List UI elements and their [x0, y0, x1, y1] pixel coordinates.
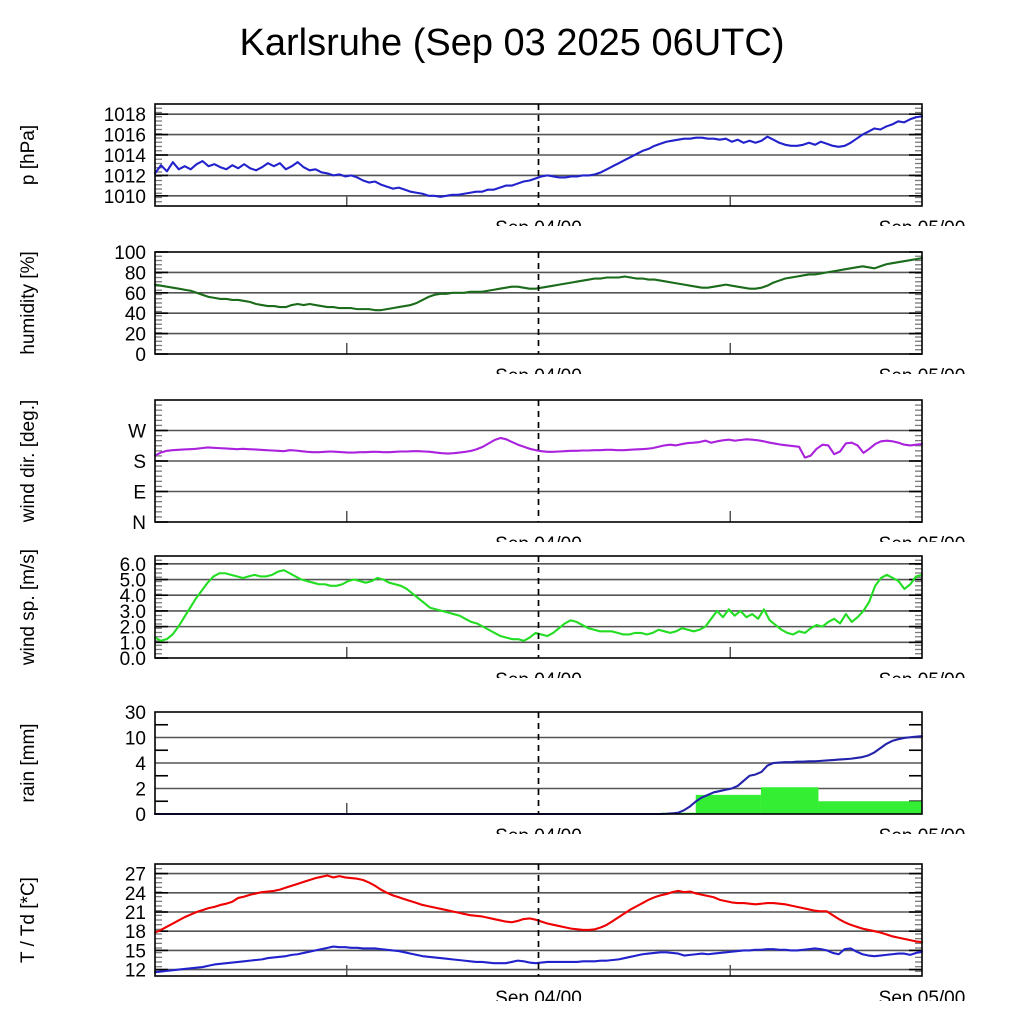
ytick-label: 4.0 [120, 586, 146, 607]
panel-wind-speed: 0.01.02.03.04.05.06.0 wind sp. [m/s] Sep 0… [18, 549, 966, 678]
ytick-label: 0.0 [120, 649, 146, 670]
ytick-label: W [128, 422, 146, 443]
ytick-label: 3.0 [120, 602, 146, 623]
axis-title: rain [mm] [18, 723, 39, 802]
axis-title: p [hPa] [18, 125, 39, 185]
xtick-label: Sep 05/00 [879, 670, 966, 678]
ytick-label: 10 [125, 729, 146, 750]
ytick-label: 80 [125, 263, 146, 284]
series-line-pressure [153, 115, 924, 198]
ytick-label: 2.0 [120, 618, 146, 639]
xtick-label: Sep 04/00 [495, 534, 582, 542]
ytick-label: 100 [114, 244, 146, 264]
ytick-label: 21 [125, 903, 146, 924]
ytick-label: 24 [125, 884, 147, 905]
xtick-label: Sep 05/00 [879, 826, 966, 834]
ytick-label: 15 [125, 941, 146, 962]
ytick-label: 0 [135, 345, 146, 366]
ytick-label: 1.0 [120, 633, 146, 654]
ytick-label: 0 [135, 805, 146, 826]
ytick-label: 5.0 [120, 571, 146, 592]
xtick-label: Sep 05/00 [879, 366, 966, 374]
rain-bar [760, 787, 819, 814]
axis-title: humidity [%] [18, 251, 39, 354]
ytick-label: S [133, 452, 146, 473]
ytick-label: 30 [125, 704, 146, 724]
rain-bar [695, 794, 761, 814]
rain-bar [818, 801, 922, 814]
ytick-label: 12 [125, 961, 146, 982]
ytick-label: N [132, 513, 146, 534]
ytick-label: 1016 [104, 126, 146, 147]
ytick-label: 4 [135, 754, 146, 775]
ytick-label: E [133, 483, 146, 504]
ytick-label: 20 [125, 325, 146, 346]
xtick-label: Sep 04/00 [495, 218, 582, 226]
ytick-label: 27 [125, 865, 146, 886]
xtick-label: Sep 05/00 [879, 218, 966, 226]
axis-title: T / Td [*C] [18, 877, 39, 963]
panel-rain: 0 2 4 10 30 rain [mm] Sep 04/00 Sep 05/00 [18, 704, 966, 834]
page-title: Karlsruhe (Sep 03 2025 06UTC) [239, 22, 785, 64]
xtick-label: Sep 04/00 [495, 826, 582, 834]
ytick-label: 1012 [104, 166, 146, 187]
xtick-label: Sep 04/00 [495, 366, 582, 374]
ytick-label: 40 [125, 304, 146, 325]
ytick-label: 60 [125, 284, 146, 305]
ytick-label: 1018 [104, 105, 146, 126]
series-line-wind_dir [153, 436, 924, 459]
ytick-label: 2 [135, 780, 146, 801]
ytick-label: 1010 [104, 187, 146, 208]
xtick-label: Sep 05/00 [879, 534, 966, 542]
series-line-Td [153, 945, 924, 974]
ytick-label: 6.0 [120, 555, 146, 576]
ytick-label: 18 [125, 922, 146, 943]
axis-title: wind dir. [deg.] [18, 400, 39, 524]
xtick-label: Sep 04/00 [495, 988, 582, 1001]
xtick-label: Sep 04/00 [495, 670, 582, 678]
xtick-label: Sep 05/00 [879, 988, 966, 1001]
ytick-label: 1014 [104, 146, 147, 167]
axis-title: wind sp. [m/s] [18, 549, 39, 666]
